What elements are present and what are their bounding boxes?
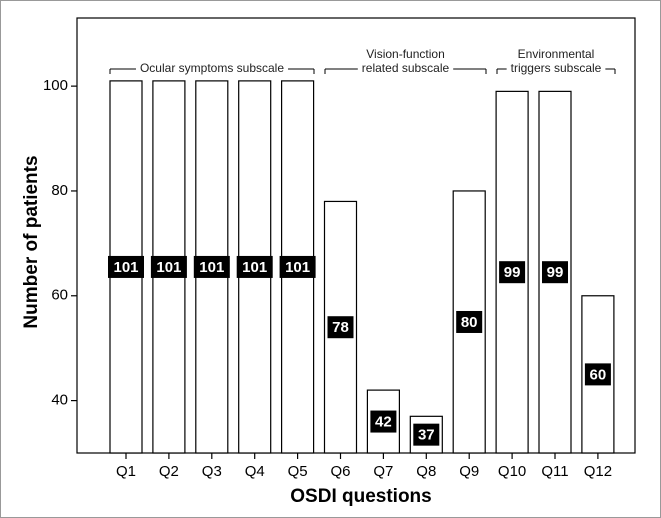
value-label-box (584, 363, 611, 386)
annotation: Environmental (518, 47, 595, 61)
value-label: 80 (461, 314, 478, 331)
value-label: 37 (418, 427, 435, 444)
x-axis-title: OSDI questions (290, 486, 431, 507)
x-tick-label: Q7 (373, 463, 393, 480)
x-tick-label: Q2 (159, 463, 179, 480)
value-label: 99 (547, 264, 564, 281)
x-tick-label: Q5 (288, 463, 308, 480)
x-tick-label: Q9 (459, 463, 479, 480)
x-tick-label: Q4 (245, 463, 265, 480)
x-tick-label: Q10 (498, 463, 526, 480)
x-tick-label: Q1 (116, 463, 136, 480)
value-label: 60 (590, 366, 607, 383)
value-label: 99 (504, 264, 521, 281)
value-label-box (108, 255, 144, 278)
annotation: Vision-function (366, 47, 445, 61)
y-tick-label: 80 (51, 182, 68, 199)
annotation: Ocular symptoms subscale (140, 61, 284, 75)
value-label: 101 (242, 259, 267, 276)
value-label-box (327, 316, 354, 339)
y-tick-label: 60 (51, 287, 68, 304)
value-label-box (279, 255, 316, 278)
x-tick-label: Q6 (330, 463, 350, 480)
value-label-box (542, 261, 568, 284)
value-label: 101 (199, 259, 224, 276)
value-label-box (413, 423, 440, 446)
x-tick-label: Q8 (416, 463, 436, 480)
annotation: triggers subscale (511, 61, 602, 75)
annotation: related subscale (362, 61, 450, 75)
y-tick-label: 100 (43, 77, 68, 94)
value-label-box (456, 310, 483, 333)
value-label: 42 (375, 414, 392, 431)
value-label: 101 (113, 259, 138, 276)
value-label-box (236, 255, 273, 278)
y-axis-title: Number of patients (21, 155, 42, 328)
value-label: 78 (332, 319, 349, 336)
value-label-box (370, 410, 397, 433)
x-tick-label: Q11 (541, 463, 568, 480)
value-label-box (193, 255, 230, 278)
value-label-box (499, 261, 526, 284)
y-tick-label: 40 (51, 392, 68, 409)
x-tick-label: Q12 (584, 463, 612, 480)
x-tick-label: Q3 (202, 463, 222, 480)
value-label-box (150, 255, 187, 278)
value-label: 101 (285, 259, 310, 276)
value-label: 101 (156, 259, 181, 276)
